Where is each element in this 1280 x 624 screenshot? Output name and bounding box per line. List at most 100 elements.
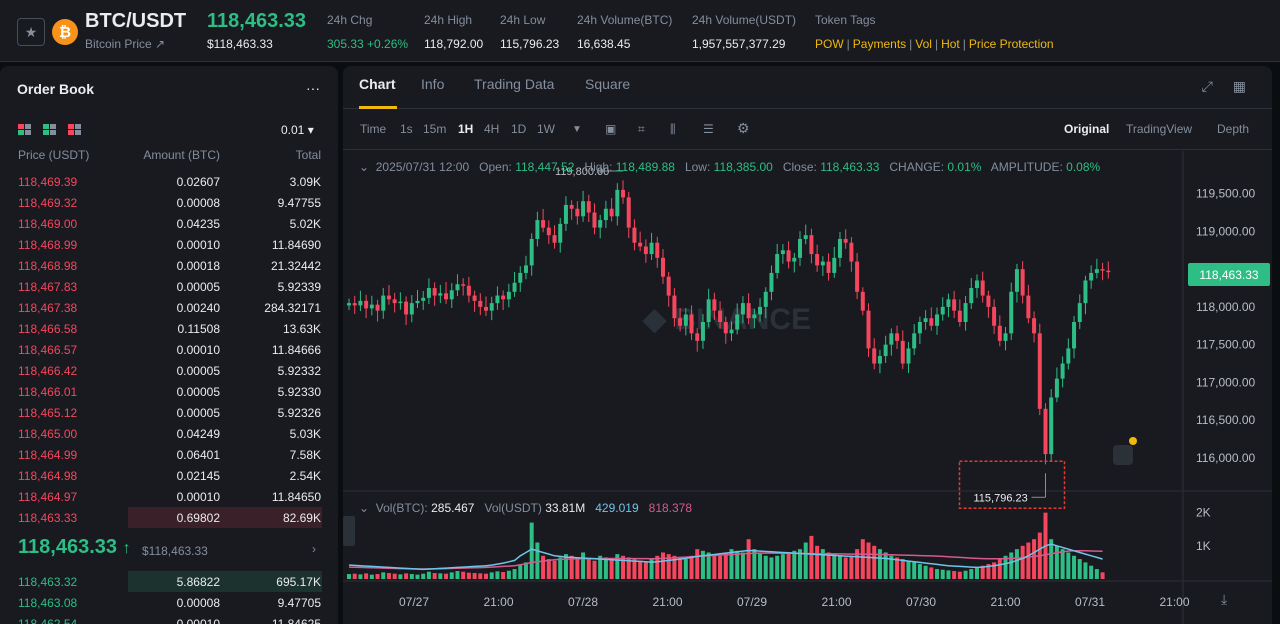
legend-collapse-icon[interactable]: ⌄ <box>359 501 370 515</box>
row-price: 118,468.98 <box>18 259 78 273</box>
row-price: 118,464.98 <box>18 469 78 483</box>
view-both-icon[interactable] <box>18 124 31 135</box>
orderbook-row[interactable]: 118,463.08 0.00008 9.47705 <box>0 592 338 613</box>
precision-select[interactable]: 0.01 ▾ <box>281 123 314 137</box>
candle-type-icon[interactable]: ⫼ <box>670 122 676 136</box>
candle-body <box>1106 270 1111 273</box>
interval-15m[interactable]: 15m <box>423 122 447 136</box>
vol-ma-fast: 429.019 <box>595 501 639 515</box>
stat-24h-change: 24h Chg 305.33 +0.26% <box>327 13 408 51</box>
orderbook-row[interactable]: 118,467.83 0.00005 5.92339 <box>0 276 338 297</box>
mid-price-usd: $118,463.33 <box>142 544 208 558</box>
legend-open: 118,447.52 <box>515 160 575 174</box>
volume-bar <box>512 569 517 579</box>
row-amount: 0.00010 <box>176 617 220 624</box>
orderbook-row[interactable]: 118,466.42 0.00005 5.92332 <box>0 360 338 381</box>
candle-body <box>1009 291 1014 334</box>
view-asks-icon[interactable] <box>68 124 81 135</box>
favorite-star-icon[interactable]: ★ <box>17 18 45 46</box>
orderbook-row[interactable]: 118,464.97 0.00010 11.84650 <box>0 486 338 507</box>
interval-1h[interactable]: 1H <box>458 122 474 136</box>
interval-1s[interactable]: 1s <box>400 122 413 136</box>
view-bids-icon[interactable] <box>43 124 56 135</box>
volume-bar <box>872 545 877 579</box>
volume-bar <box>563 554 568 579</box>
tag-pow[interactable]: POW <box>815 37 844 51</box>
calendar-icon[interactable]: ▣ <box>605 122 617 136</box>
volume-bar <box>1020 545 1025 579</box>
tag-price-protection[interactable]: Price Protection <box>968 37 1054 51</box>
orderbook-row[interactable]: 118,468.98 0.00018 21.32442 <box>0 255 338 276</box>
tab-chart[interactable]: Chart <box>359 76 396 92</box>
indicator-icon[interactable]: ⌗ <box>638 122 645 136</box>
tab-square[interactable]: Square <box>585 76 631 92</box>
orderbook-row[interactable]: 118,466.01 0.00005 5.92330 <box>0 381 338 402</box>
row-price: 118,463.08 <box>18 596 78 610</box>
drawing-tools-icon[interactable]: ☰ <box>703 122 714 136</box>
orderbook-row[interactable]: 118,467.38 0.00240 284.32171 <box>0 297 338 318</box>
orderbook-row[interactable]: 118,463.33 0.69802 82.69K <box>0 507 338 528</box>
layout-grid-icon[interactable]: ▦ <box>1232 78 1246 94</box>
arrow-up-icon: ↑ <box>122 540 131 557</box>
orderbook-row[interactable]: 118,463.32 5.86822 695.17K <box>0 571 338 592</box>
candle-body <box>466 285 471 296</box>
row-total: 9.47755 <box>277 196 321 210</box>
interval-1d[interactable]: 1D <box>511 122 527 136</box>
interval-dropdown-icon[interactable]: ▼ <box>572 124 582 135</box>
row-total: 11.84650 <box>271 490 321 504</box>
more-options-icon[interactable]: ··· <box>306 80 320 96</box>
candle-body <box>632 227 637 243</box>
row-price: 118,466.42 <box>18 364 78 378</box>
orderbook-row[interactable]: 118,468.99 0.00010 11.84690 <box>0 234 338 255</box>
interval-1w[interactable]: 1W <box>537 122 555 136</box>
vol-usdt-label: Vol(USDT) <box>484 501 542 515</box>
interval-4h[interactable]: 4H <box>484 122 500 136</box>
orderbook-row[interactable]: 118,466.58 0.11508 13.63K <box>0 318 338 339</box>
candle-body <box>558 223 563 243</box>
volume-bar <box>535 542 540 579</box>
candle-body <box>552 235 557 243</box>
tag-vol[interactable]: Vol <box>915 37 932 51</box>
volume-bar <box>740 552 745 579</box>
candlestick-chart[interactable]: ◆ BINANCE119,500.00119,000.00118,500.001… <box>343 151 1272 624</box>
interval-time[interactable]: Time <box>360 122 387 136</box>
view-depth[interactable]: Depth <box>1217 122 1250 136</box>
fullscreen-icon[interactable]: ⤢ <box>1201 78 1213 94</box>
col-total: Total <box>295 148 321 162</box>
view-original[interactable]: Original <box>1064 122 1110 136</box>
tag-hot[interactable]: Hot <box>941 37 960 51</box>
candle-body <box>969 288 974 304</box>
orderbook-row[interactable]: 118,469.32 0.00008 9.47755 <box>0 192 338 213</box>
candle-body <box>917 322 922 334</box>
price-axis-label: 118,000.00 <box>1196 300 1255 314</box>
candle-body <box>649 242 654 255</box>
settings-gear-icon[interactable]: ⚙ <box>737 120 750 136</box>
candle-body <box>364 300 369 309</box>
tab-trading-data[interactable]: Trading Data <box>474 76 555 92</box>
volume-bar <box>1089 565 1094 579</box>
orderbook-row[interactable]: 118,466.57 0.00010 11.84666 <box>0 339 338 360</box>
tag-payments[interactable]: Payments <box>852 37 907 51</box>
symbol-title[interactable]: BTC/USDT <box>85 10 187 32</box>
more-chevron-icon[interactable]: › <box>312 542 316 556</box>
low-marker-label: 115,796.23 <box>973 492 1027 504</box>
orderbook-row[interactable]: 118,464.99 0.06401 7.58K <box>0 444 338 465</box>
candle-body <box>912 333 917 349</box>
bitcoin-price-link[interactable]: Bitcoin Price ↗ <box>85 37 166 51</box>
legend-open-label: Open: <box>479 160 512 174</box>
orderbook-row[interactable]: 118,465.00 0.04249 5.03K <box>0 423 338 444</box>
view-tradingview[interactable]: TradingView <box>1126 122 1193 136</box>
time-axis-label: 21:00 <box>653 595 683 609</box>
orderbook-row[interactable]: 118,465.12 0.00005 5.92326 <box>0 402 338 423</box>
orderbook-row[interactable]: 118,469.39 0.02607 3.09K <box>0 171 338 192</box>
volume-bar <box>1072 555 1077 579</box>
tab-info[interactable]: Info <box>421 76 445 92</box>
legend-collapse-icon[interactable]: ⌄ <box>359 160 370 174</box>
candle-body <box>609 208 614 217</box>
orderbook-row[interactable]: 118,469.00 0.04235 5.02K <box>0 213 338 234</box>
depth-bar <box>128 507 322 528</box>
stat-value: 16,638.45 <box>577 37 631 51</box>
orderbook-row[interactable]: 118,464.98 0.02145 2.54K <box>0 465 338 486</box>
candle-body <box>352 303 357 306</box>
orderbook-row[interactable]: 118,462.54 0.00010 11.84625 <box>0 613 338 624</box>
